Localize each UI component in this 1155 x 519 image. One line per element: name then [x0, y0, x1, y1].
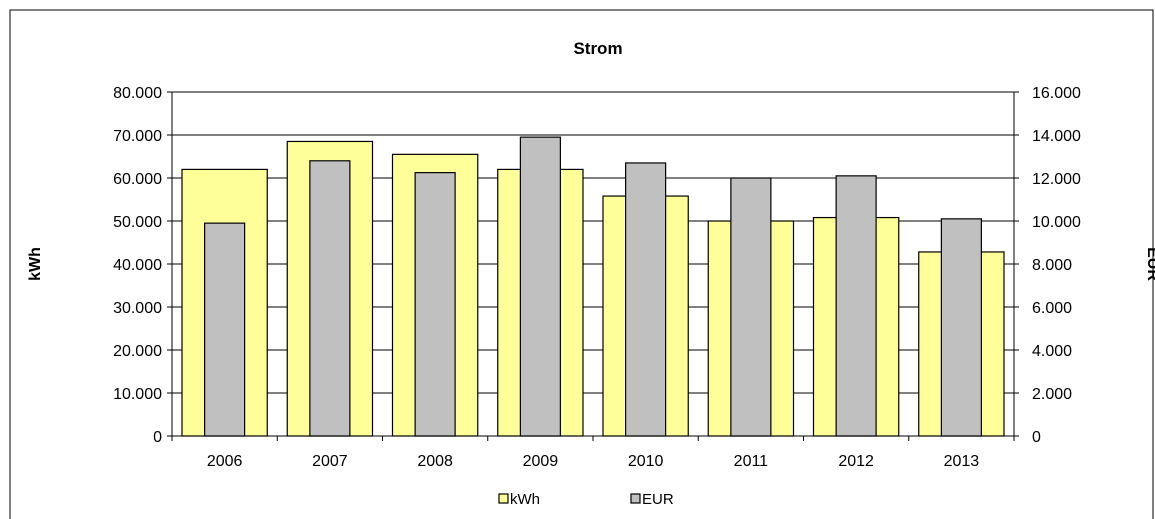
- y-tick-label: 80.000: [113, 85, 162, 102]
- bar-eur: [835, 175, 877, 437]
- legend-label: EUR: [642, 491, 674, 508]
- y2-tick-label: 8.000: [1032, 257, 1072, 274]
- x-tick-label: 2012: [838, 453, 874, 470]
- y-tick-label: 0: [153, 429, 162, 446]
- axes: 0 10.000 20.000 30.000 40.000 50.000 60.000 70.…: [113, 85, 1081, 470]
- x-tick-label: 2009: [523, 453, 559, 470]
- y-tick-label: 70.000: [113, 128, 162, 145]
- y-tick-label: 60.000: [113, 171, 162, 188]
- x-tick-label: 2007: [312, 453, 348, 470]
- y2-tick-label: 6.000: [1032, 300, 1072, 317]
- legend-label: kWh: [510, 491, 540, 508]
- bar-eur: [730, 177, 772, 437]
- y-tick-label: 20.000: [113, 343, 162, 360]
- y2-tick-label: 0: [1032, 429, 1041, 446]
- bars: [181, 136, 1005, 437]
- y-tick-label: 30.000: [113, 300, 162, 317]
- y2-tick-label: 12.000: [1032, 171, 1081, 188]
- x-tick-label: 2008: [417, 453, 453, 470]
- chart-title: Strom: [573, 39, 622, 58]
- y2-tick-label: 14.000: [1032, 128, 1081, 145]
- bar-eur: [519, 136, 561, 437]
- y2-tick-label: 10.000: [1032, 214, 1081, 231]
- bar-eur: [414, 172, 456, 437]
- y2-tick-label: 16.000: [1032, 85, 1081, 102]
- legend-swatch: [630, 493, 641, 504]
- x-tick-label: 2013: [944, 453, 980, 470]
- y-tick-label: 40.000: [113, 257, 162, 274]
- bar-eur: [940, 218, 982, 437]
- y-tick-label: 50.000: [113, 214, 162, 231]
- bar-eur: [625, 162, 667, 437]
- bar-eur: [204, 222, 246, 437]
- x-tick-label: 2011: [734, 453, 769, 470]
- y2-tick-label: 2.000: [1032, 386, 1072, 403]
- y2-axis-title: EUR: [1144, 247, 1155, 281]
- y-tick-label: 10.000: [113, 386, 162, 403]
- bar-eur: [309, 160, 351, 437]
- legend: kWh EUR: [498, 491, 674, 508]
- y2-tick-label: 4.000: [1032, 343, 1072, 360]
- legend-swatch: [498, 493, 509, 504]
- x-tick-label: 2006: [207, 453, 243, 470]
- x-tick-label: 2010: [628, 453, 664, 470]
- y-axis-title: kWh: [27, 247, 44, 281]
